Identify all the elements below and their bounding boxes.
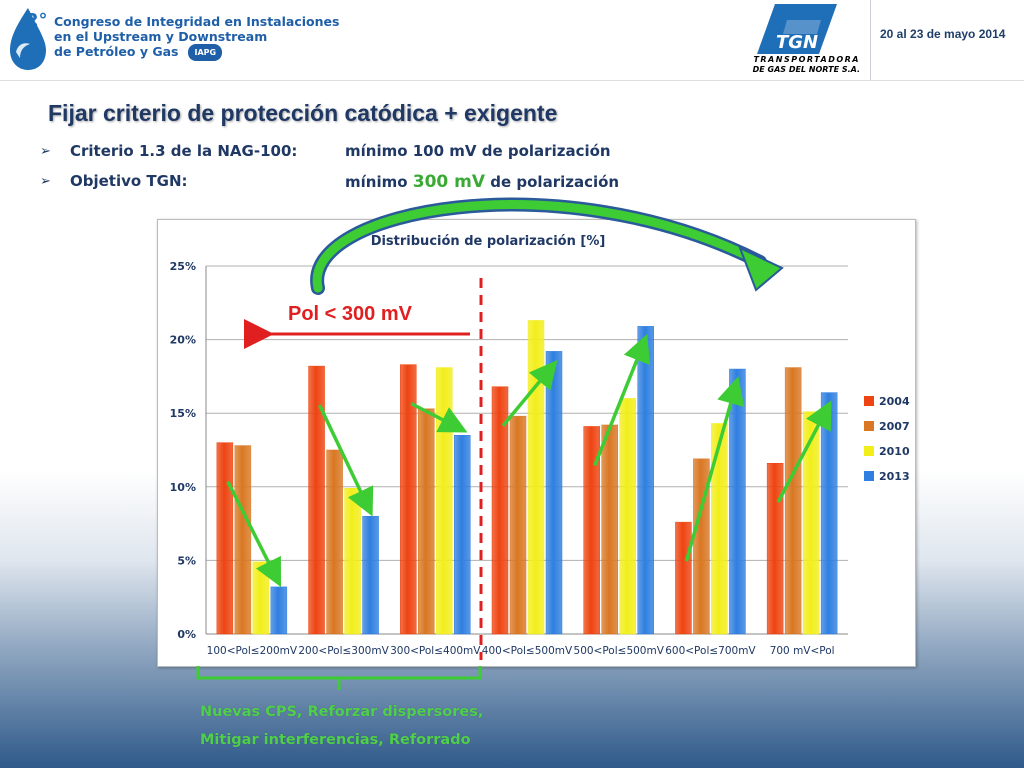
bar-2007 bbox=[601, 424, 618, 635]
legend-swatch bbox=[864, 396, 874, 406]
x-tick-label: 300<Pol≤400mV bbox=[390, 645, 481, 657]
slide-title: Fijar criterio de protección catódica + … bbox=[48, 100, 558, 126]
company-line-1: TRANSPORTADORA bbox=[753, 55, 860, 64]
bar-2004 bbox=[583, 426, 600, 635]
legend-swatch bbox=[864, 446, 874, 456]
legend-label: 2007 bbox=[879, 420, 910, 433]
bar-2013 bbox=[270, 586, 288, 635]
x-tick-label: 400<Pol≤500mV bbox=[482, 645, 573, 657]
bracket-line-1: Nuevas CPS, Reforzar dispersores, bbox=[200, 704, 484, 720]
bar-2013 bbox=[362, 515, 379, 635]
bar-2004 bbox=[400, 364, 417, 635]
bullet-label: Objetivo TGN: bbox=[70, 172, 188, 190]
x-tick-label: 500<Pol≤500mV bbox=[574, 645, 665, 657]
logo-number: 2° bbox=[26, 10, 48, 31]
bullet-label: Criterio 1.3 de la NAG-100: bbox=[70, 142, 298, 160]
chart-panel: Distribución de polarización [%] 0% 5% 10% 1… bbox=[157, 219, 916, 667]
bar-2004 bbox=[216, 442, 234, 635]
bar-2013 bbox=[454, 435, 471, 635]
legend-label: 2013 bbox=[879, 470, 910, 483]
y-tick-label: 5% bbox=[177, 554, 196, 567]
bar-2010 bbox=[711, 423, 728, 635]
conference-line-1: Congreso de Integridad en Instalaciones bbox=[54, 14, 340, 29]
iapg-badge: IAPG bbox=[188, 44, 223, 61]
bar-2004 bbox=[675, 521, 692, 635]
bar-2004 bbox=[766, 462, 784, 635]
chart-title: Distribución de polarización [%] bbox=[371, 234, 606, 249]
bar-2013 bbox=[545, 351, 563, 635]
bar-2013 bbox=[637, 326, 654, 635]
bar-2007 bbox=[418, 408, 435, 635]
bar-2007 bbox=[326, 449, 343, 635]
company-name: TRANSPORTADORA DE GAS DEL NORTE S.A. bbox=[750, 55, 860, 75]
legend-swatch bbox=[864, 421, 874, 431]
bar-2004 bbox=[308, 365, 325, 635]
bar-2013 bbox=[820, 392, 838, 635]
bar-2010 bbox=[619, 398, 636, 635]
legend-swatch bbox=[864, 471, 874, 481]
y-tick-label: 20% bbox=[170, 334, 196, 347]
x-tick-label: 600<Pol≤700mV bbox=[665, 645, 756, 657]
conference-line-3: de Petróleo y Gas bbox=[54, 44, 179, 59]
conference-line-2: en el Upstream y Downstream bbox=[54, 29, 268, 44]
bullet-arrow-icon: ➢ bbox=[40, 174, 51, 189]
bullet-value: mínimo 300 mV de polarización bbox=[345, 172, 620, 192]
bar-2010 bbox=[527, 320, 545, 635]
bar-2007 bbox=[234, 445, 252, 635]
polarization-bar-chart: Distribución de polarización [%] 0% 5% 10% 1… bbox=[170, 234, 910, 657]
company-line-2: DE GAS DEL NORTE S.A. bbox=[752, 65, 860, 74]
legend-label: 2010 bbox=[879, 445, 910, 458]
bar-2010 bbox=[436, 367, 453, 635]
bullet-arrow-icon: ➢ bbox=[40, 144, 51, 159]
y-tick-label: 15% bbox=[170, 407, 196, 420]
conference-title: Congreso de Integridad en Instalaciones … bbox=[54, 14, 339, 61]
x-tick-label: 700 mV<Pol bbox=[770, 645, 835, 657]
event-date: 20 al 23 de mayo 2014 bbox=[880, 27, 1006, 41]
header: 2° Congreso de Integridad en Instalacion… bbox=[0, 0, 1024, 80]
y-tick-label: 25% bbox=[170, 260, 196, 273]
bracket-line-2: Mitigar interferencias, Reforrado bbox=[200, 732, 471, 748]
bar-2007 bbox=[693, 458, 710, 635]
x-tick-label: 200<Pol≤300mV bbox=[298, 645, 389, 657]
header-divider bbox=[870, 0, 1021, 80]
congress-logo-icon: 2° bbox=[10, 8, 48, 70]
bar-2010 bbox=[252, 561, 270, 635]
bracket-icon bbox=[196, 666, 482, 680]
bar-2013 bbox=[729, 368, 746, 635]
bar-2007 bbox=[509, 415, 527, 635]
y-tick-label: 10% bbox=[170, 481, 196, 494]
tgn-logo-icon: TGN bbox=[757, 4, 837, 54]
bar-2010 bbox=[344, 488, 361, 635]
tgn-logo-text: TGN bbox=[776, 32, 818, 53]
bar-2007 bbox=[784, 367, 802, 635]
header-bottom-divider bbox=[0, 80, 1024, 81]
y-tick-label: 0% bbox=[177, 628, 196, 641]
bullet-value: mínimo 100 mV de polarización bbox=[345, 142, 611, 160]
bracket-caption: Nuevas CPS, Reforzar dispersores, Mitiga… bbox=[200, 698, 483, 754]
bar-2010 bbox=[802, 411, 820, 635]
bar-2004 bbox=[491, 386, 509, 635]
x-tick-label: 100<Pol≤200mV bbox=[207, 645, 298, 657]
target-value-highlight: 300 mV bbox=[412, 172, 486, 192]
legend-label: 2004 bbox=[879, 395, 910, 408]
